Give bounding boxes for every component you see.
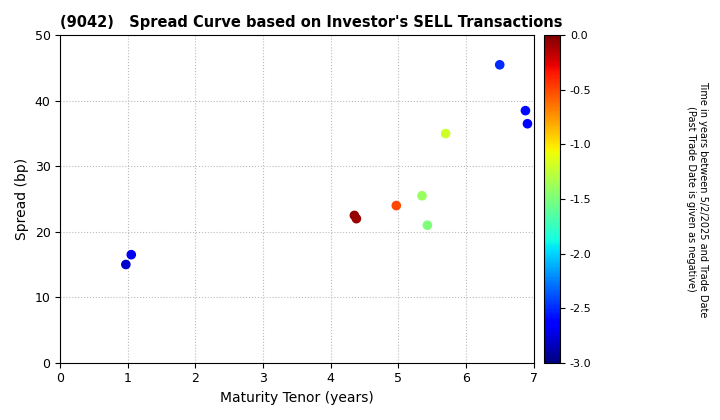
X-axis label: Maturity Tenor (years): Maturity Tenor (years) — [220, 391, 374, 405]
Point — [125, 251, 137, 258]
Y-axis label: Time in years between 5/2/2025 and Trade Date
(Past Trade Date is given as negat: Time in years between 5/2/2025 and Trade… — [686, 81, 708, 317]
Point — [520, 107, 531, 114]
Text: (9042)   Spread Curve based on Investor's SELL Transactions: (9042) Spread Curve based on Investor's … — [60, 15, 563, 30]
Point — [440, 130, 451, 137]
Y-axis label: Spread (bp): Spread (bp) — [15, 158, 29, 240]
Point — [422, 222, 433, 228]
Point — [390, 202, 402, 209]
Point — [351, 215, 362, 222]
Point — [120, 261, 132, 268]
Point — [494, 61, 505, 68]
Point — [522, 121, 534, 127]
Point — [348, 212, 360, 219]
Point — [416, 192, 428, 199]
